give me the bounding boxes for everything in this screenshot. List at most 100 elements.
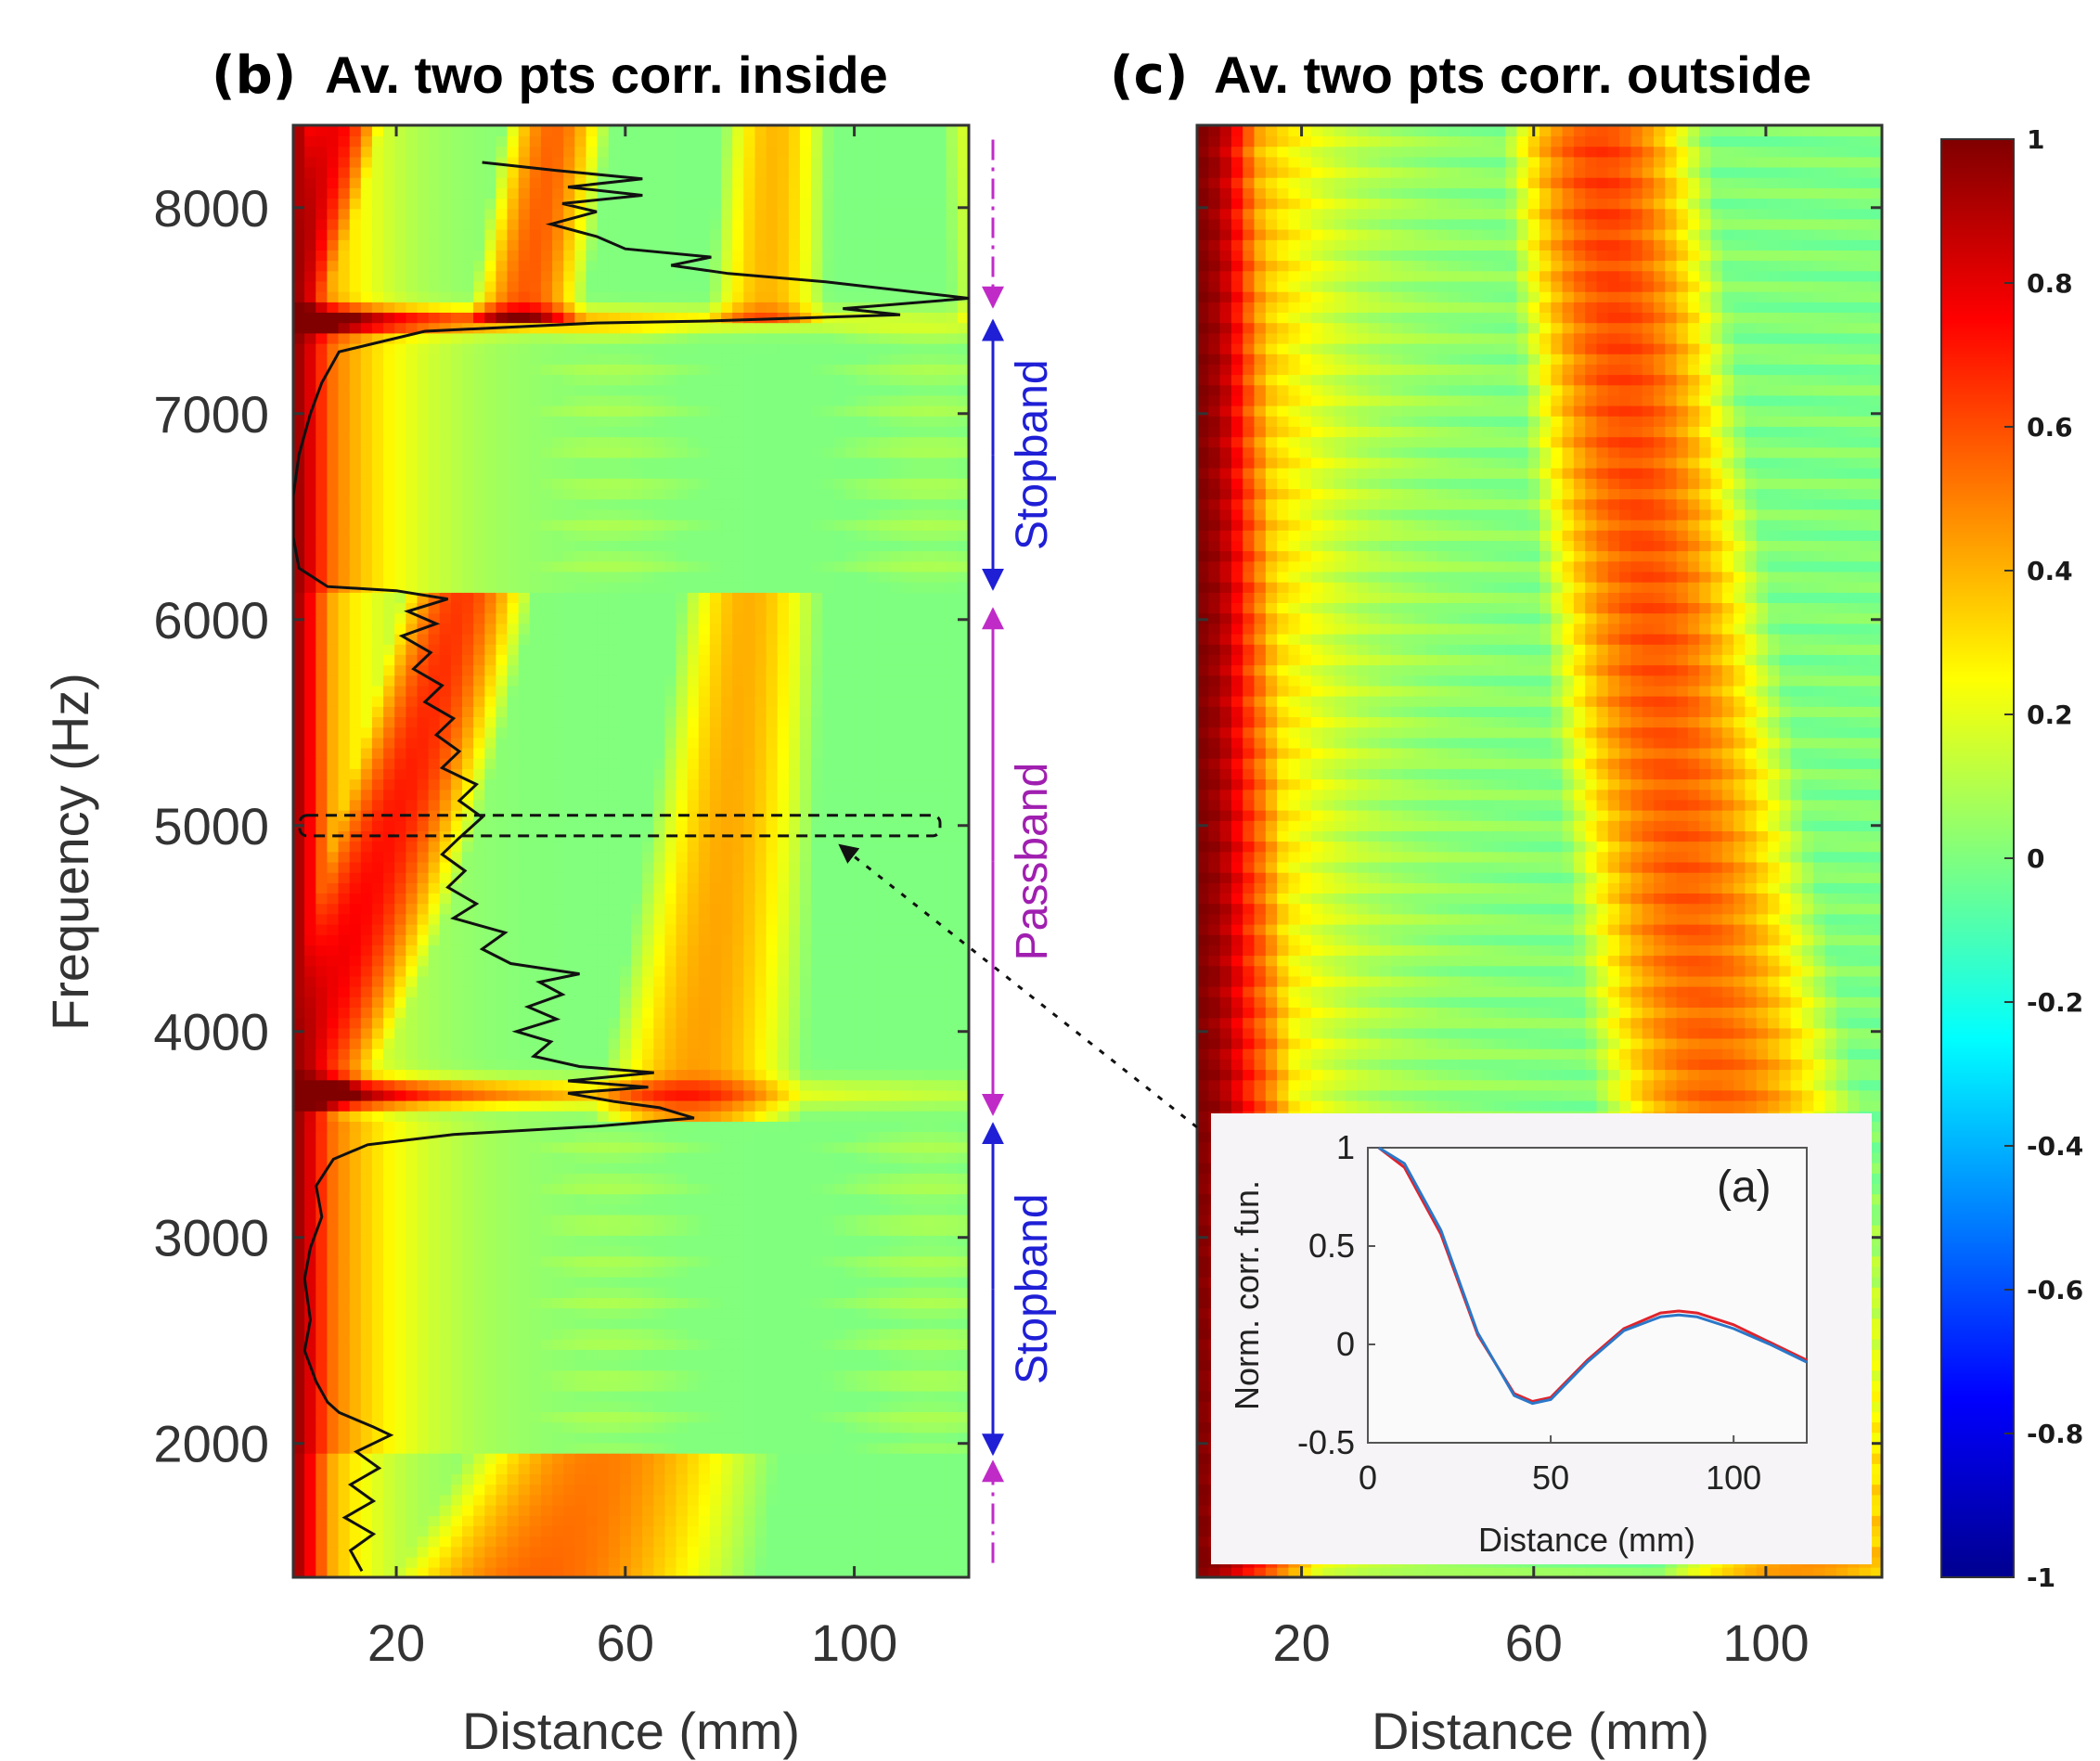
heatmap-cell	[676, 1037, 689, 1049]
heatmap-cell	[946, 1111, 959, 1122]
heatmap-cell	[867, 965, 880, 977]
heatmap-cell	[574, 747, 587, 759]
heatmap-cell	[631, 1338, 643, 1350]
heatmap-cell	[856, 768, 869, 780]
heatmap-cell	[563, 1359, 576, 1371]
heatmap-cell	[732, 1255, 745, 1267]
heatmap-cell	[957, 1297, 969, 1309]
heatmap-cell	[349, 1027, 362, 1039]
heatmap-cell	[450, 955, 463, 967]
heatmap-cell	[484, 1245, 497, 1257]
heatmap-cell	[800, 1089, 812, 1101]
heatmap-cell	[529, 985, 542, 997]
heatmap-cell	[878, 1411, 891, 1423]
heatmap-cell	[664, 1525, 677, 1537]
heatmap-cell	[552, 1390, 564, 1402]
heatmap-cell	[507, 757, 520, 769]
heatmap-cell	[890, 882, 902, 893]
heatmap-cell	[293, 1027, 305, 1039]
heatmap-cell	[496, 1494, 509, 1506]
heatmap-cell	[698, 975, 711, 987]
heatmap-cell	[608, 1514, 621, 1526]
heatmap-cell	[642, 716, 654, 728]
heatmap-cell	[743, 1401, 756, 1412]
heatmap-cell	[349, 809, 362, 821]
heatmap-cell	[518, 1255, 531, 1267]
heatmap-cell	[698, 1297, 711, 1309]
heatmap-cell	[912, 1463, 925, 1474]
heatmap-cell	[664, 996, 677, 1008]
heatmap-cell	[518, 747, 531, 759]
heatmap-cell	[946, 1369, 959, 1382]
heatmap-cell	[822, 747, 835, 759]
heatmap-cell	[867, 975, 880, 987]
heatmap-cell	[293, 747, 305, 759]
heatmap-cell	[732, 1121, 745, 1133]
heatmap-cell	[709, 1203, 722, 1215]
heatmap-cell	[721, 1318, 733, 1330]
heatmap-cell	[867, 799, 880, 811]
heatmap-cell	[327, 1411, 340, 1423]
heatmap-cell	[890, 851, 902, 863]
heatmap-cell	[687, 1173, 700, 1184]
heatmap-cell	[687, 871, 700, 883]
heatmap-cell	[316, 996, 329, 1008]
heatmap-cell	[653, 747, 666, 759]
heatmap-cell	[439, 996, 452, 1008]
heatmap-cell	[327, 1224, 340, 1236]
heatmap-cell	[439, 955, 452, 967]
heatmap-cell	[563, 1141, 576, 1153]
heatmap-cell	[507, 1079, 520, 1091]
heatmap-cell	[563, 1193, 576, 1205]
heatmap-cell	[709, 1318, 722, 1330]
heatmap-cell	[360, 747, 373, 759]
heatmap-cell	[709, 893, 722, 905]
heatmap-cell	[439, 1566, 452, 1577]
heatmap-cell	[529, 737, 542, 749]
heatmap-cell	[327, 1037, 340, 1049]
heatmap-cell	[450, 778, 463, 791]
heatmap-cell	[800, 757, 812, 769]
heatmap-cell	[473, 1556, 485, 1568]
heatmap-cell	[867, 1473, 880, 1485]
heatmap-cell	[890, 1287, 902, 1298]
heatmap-cell	[484, 1566, 497, 1577]
heatmap-cell	[316, 1235, 329, 1247]
heatmap-cell	[439, 1017, 452, 1029]
heatmap-cell	[507, 861, 520, 873]
heatmap-cell	[664, 1121, 677, 1133]
heatmap-cell	[709, 1276, 722, 1288]
heatmap-cell	[676, 737, 689, 749]
heatmap-cell	[586, 903, 599, 915]
heatmap-cell	[563, 1048, 576, 1060]
heatmap-cell	[957, 1442, 969, 1454]
heatmap-cell	[687, 1007, 700, 1019]
heatmap-cell	[574, 1297, 587, 1309]
heatmap-cell	[563, 1287, 576, 1298]
heatmap-cell	[777, 893, 790, 905]
heatmap-cell	[653, 1338, 666, 1350]
heatmap-cell	[338, 1297, 351, 1309]
heatmap-cell	[417, 1007, 430, 1019]
heatmap-cell	[934, 1007, 947, 1019]
heatmap-cell	[754, 1235, 767, 1247]
heatmap-cell	[957, 1131, 969, 1143]
heatmap-cell	[394, 737, 407, 749]
heatmap-cell	[946, 955, 959, 967]
heatmap-cell	[822, 1369, 835, 1382]
heatmap-cell	[934, 841, 947, 853]
heatmap-cell	[934, 1245, 947, 1257]
heatmap-cell	[371, 716, 384, 728]
heatmap-cell	[540, 893, 553, 905]
heatmap-cell	[574, 871, 587, 883]
heatmap-cell	[957, 1536, 969, 1548]
heatmap-cell	[462, 1235, 474, 1247]
heatmap-cell	[597, 1048, 610, 1060]
heatmap-cell	[360, 768, 373, 780]
heatmap-cell	[867, 1027, 880, 1039]
heatmap-cell	[586, 975, 599, 987]
heatmap-cell	[811, 1141, 823, 1153]
heatmap-cell	[349, 1338, 362, 1350]
heatmap-cell	[529, 830, 542, 842]
heatmap-cell	[316, 851, 329, 863]
